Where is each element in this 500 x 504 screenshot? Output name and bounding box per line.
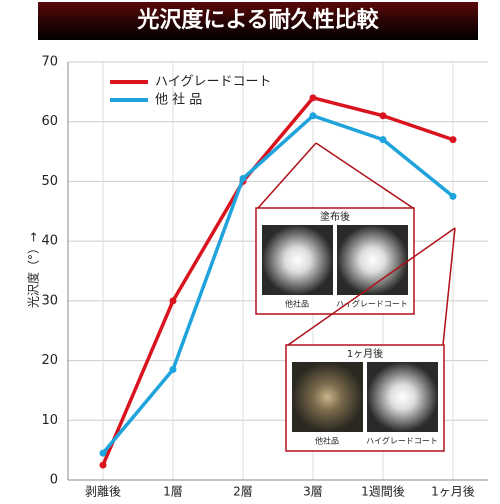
series-line — [101, 113, 455, 455]
x-tick-label: 剥離後 — [85, 485, 121, 499]
data-point — [379, 112, 387, 120]
y-tick-label: 40 — [41, 234, 58, 249]
chart-title: 光沢度による耐久性比較 — [136, 7, 379, 33]
y-tick-label: 50 — [41, 174, 58, 189]
inset-label: 他社品 — [285, 299, 309, 309]
y-tick-label: 0 — [50, 473, 58, 488]
y-axis-label: 光沢度（°）→ — [26, 232, 41, 308]
x-tick-label: 3層 — [303, 485, 323, 499]
inset-2: 1ヶ月後 他社品 ハイグレードコート — [285, 227, 456, 452]
inset-label: ハイグレードコート — [366, 436, 438, 446]
legend-label: ハイグレードコート — [155, 75, 271, 90]
data-point — [239, 174, 247, 182]
y-tick-label: 20 — [41, 353, 58, 368]
data-point — [309, 112, 317, 120]
inset-label: 他社品 — [315, 436, 339, 446]
y-tick-label: 70 — [41, 55, 58, 70]
y-tick-label: 60 — [41, 114, 58, 129]
x-tick-label: 1週間後 — [361, 485, 405, 499]
data-point — [169, 297, 177, 305]
y-tick-label: 10 — [41, 413, 58, 428]
data-point — [99, 449, 107, 457]
y-tick-label: 30 — [41, 293, 58, 308]
legend-label: 他 社 品 — [155, 92, 202, 108]
data-point — [449, 136, 457, 144]
data-point — [449, 192, 457, 200]
inset-1: 塗布後 他社品 ハイグレードコート — [255, 142, 415, 315]
x-tick-label: 2層 — [233, 485, 253, 499]
inset-title: 1ヶ月後 — [347, 347, 383, 360]
title-banner — [38, 2, 478, 40]
data-point — [169, 366, 177, 374]
data-point — [309, 94, 317, 102]
inset-title: 塗布後 — [320, 210, 350, 223]
x-tick-label: 1ヶ月後 — [431, 485, 475, 499]
series-line — [101, 96, 454, 466]
data-point — [379, 136, 387, 144]
x-tick-label: 1層 — [163, 485, 183, 499]
data-point — [99, 461, 107, 469]
inset-label: ハイグレードコート — [336, 299, 408, 309]
